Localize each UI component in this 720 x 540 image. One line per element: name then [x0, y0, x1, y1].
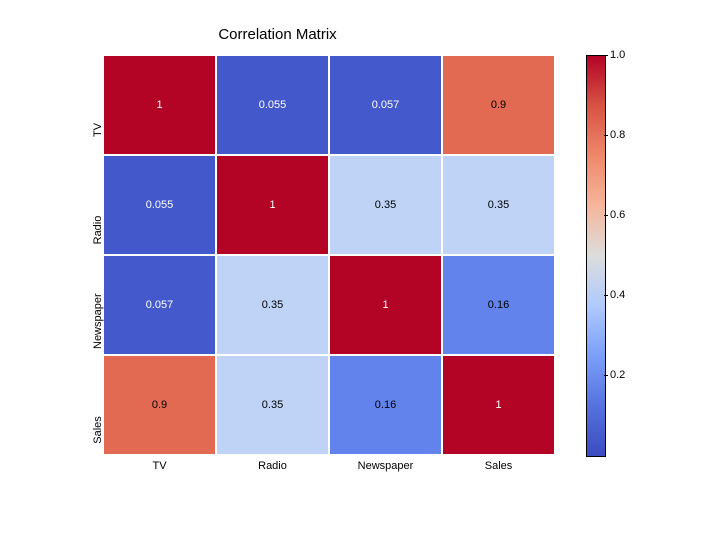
colorbar-tick-label: 0.4: [610, 289, 625, 301]
heatmap-cell: 0.35: [442, 155, 555, 255]
heatmap-cell: 0.057: [329, 55, 442, 155]
heatmap-cell: 0.057: [103, 255, 216, 355]
heatmap-cell: 0.055: [103, 155, 216, 255]
y-axis-label: TV: [92, 111, 104, 149]
y-axis-label: Radio: [92, 211, 104, 249]
correlation-heatmap: Correlation Matrix 10.0550.0570.90.05510…: [0, 0, 720, 540]
colorbar-tick-label: 0.8: [610, 129, 625, 141]
y-axis-label: Sales: [92, 411, 104, 449]
heatmap-cell: 1: [329, 255, 442, 355]
colorbar-tick-label: 0.6: [610, 209, 625, 221]
heatmap-cell: 1: [103, 55, 216, 155]
chart-title: Correlation Matrix: [0, 26, 555, 43]
heatmap-cell: 0.055: [216, 55, 329, 155]
x-axis-label: Newspaper: [329, 460, 442, 472]
colorbar-tick-label: 0.2: [610, 369, 625, 381]
heatmap-cell: 0.35: [216, 255, 329, 355]
colorbar-tick: [604, 215, 608, 216]
heatmap-cell: 1: [442, 355, 555, 455]
y-axis-label: Newspaper: [92, 311, 104, 349]
colorbar-tick: [604, 55, 608, 56]
heatmap-cell: 0.9: [442, 55, 555, 155]
heatmap-grid: 10.0550.0570.90.05510.350.350.0570.3510.…: [103, 55, 555, 455]
heatmap-cell: 1: [216, 155, 329, 255]
heatmap-cell: 0.16: [442, 255, 555, 355]
colorbar: [586, 55, 606, 457]
heatmap-cell: 0.35: [329, 155, 442, 255]
x-axis-label: Sales: [442, 460, 555, 472]
colorbar-tick: [604, 135, 608, 136]
x-axis-label: Radio: [216, 460, 329, 472]
heatmap-cell: 0.9: [103, 355, 216, 455]
heatmap-cell: 0.35: [216, 355, 329, 455]
colorbar-tick: [604, 295, 608, 296]
x-axis-label: TV: [103, 460, 216, 472]
heatmap-cell: 0.16: [329, 355, 442, 455]
colorbar-tick-label: 1.0: [610, 49, 625, 61]
colorbar-tick: [604, 375, 608, 376]
